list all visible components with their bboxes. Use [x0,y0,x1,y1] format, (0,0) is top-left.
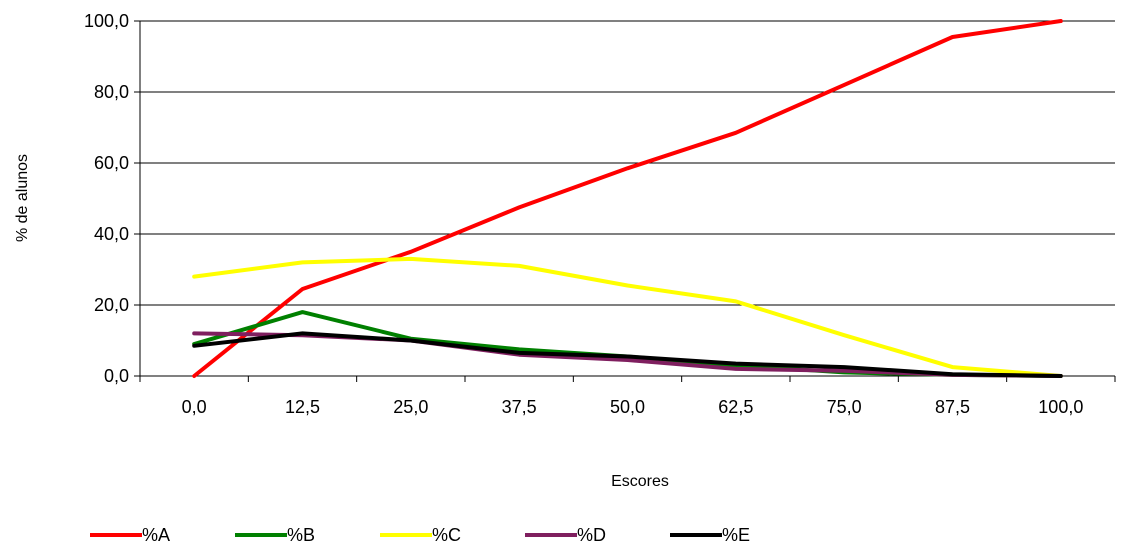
series-line-5 [192,331,1063,378]
x-axis-title: Escores [611,473,669,490]
axes [139,21,1115,377]
x-tick-label: 50,0 [610,397,645,417]
series-line-2 [192,310,1063,378]
legend-label: %E [722,525,750,545]
series-lines [192,19,1063,378]
gridlines [140,20,1115,306]
legend-label: %B [287,525,315,545]
series-line-3 [192,256,1063,378]
legend-label: %D [577,525,606,545]
y-axis-title: % de alunos [14,154,31,242]
x-tick-label: 100,0 [1038,397,1083,417]
x-axis-ticks: 0,0 12,5 25,0 37,5 50,0 62,5 75,0 87,5 100,0 [139,376,1116,417]
x-tick-label: 87,5 [935,397,970,417]
x-tick-label: 62,5 [718,397,753,417]
legend-label: %C [432,525,461,545]
y-tick-label: 80,0 [94,82,129,102]
y-tick-label: 0,0 [104,366,129,386]
y-tick-label: 40,0 [94,224,129,244]
y-tick-label: 100,0 [84,11,129,31]
y-tick-label: 20,0 [94,295,129,315]
x-tick-label: 0,0 [182,397,207,417]
x-tick-label: 25,0 [393,397,428,417]
y-axis-ticks: 0,0 20,0 40,0 60,0 80,0 100,0 [84,11,140,386]
x-tick-label: 12,5 [285,397,320,417]
x-tick-label: 75,0 [827,397,862,417]
legend-label: %A [142,525,170,545]
y-tick-label: 60,0 [94,153,129,173]
legend: %A %B %C %D %E [90,525,750,545]
x-tick-label: 37,5 [502,397,537,417]
series-line-1 [192,19,1063,378]
